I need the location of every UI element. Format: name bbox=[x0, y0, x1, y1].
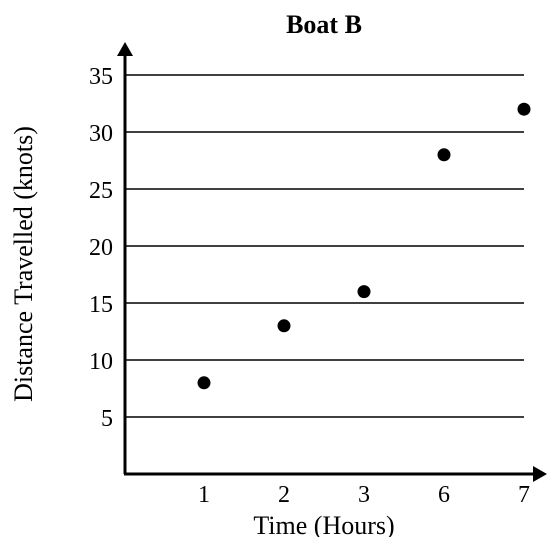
y-axis-label: Distance Travelled (knots) bbox=[9, 126, 38, 402]
data-points bbox=[197, 102, 531, 390]
y-tick-labels: 5 10 15 20 25 30 35 bbox=[89, 64, 113, 432]
x-tick-label: 3 bbox=[358, 482, 370, 508]
data-point bbox=[197, 376, 211, 390]
x-tick-label: 7 bbox=[518, 482, 530, 508]
data-point bbox=[357, 285, 371, 299]
y-tick-label: 30 bbox=[89, 121, 113, 147]
y-axis-arrow-icon bbox=[117, 42, 133, 56]
y-tick-label: 20 bbox=[89, 235, 113, 261]
y-tick-label: 35 bbox=[89, 64, 113, 90]
x-tick-label: 2 bbox=[278, 482, 290, 508]
x-tick-label: 6 bbox=[438, 482, 450, 508]
y-tick-label: 5 bbox=[101, 406, 113, 432]
x-tick-label: 1 bbox=[198, 482, 210, 508]
x-axis-label: Time (Hours) bbox=[253, 511, 394, 537]
x-axis-arrow-icon bbox=[533, 466, 547, 482]
y-tick-label: 15 bbox=[89, 292, 113, 318]
y-tick-label: 10 bbox=[89, 349, 113, 375]
gridlines bbox=[125, 74, 524, 418]
chart-title: Boat B bbox=[286, 10, 362, 39]
data-point bbox=[517, 102, 531, 116]
data-point bbox=[437, 148, 451, 162]
x-tick-labels: 1 2 3 6 7 bbox=[198, 482, 530, 508]
data-point bbox=[277, 319, 291, 333]
y-tick-label: 25 bbox=[89, 178, 113, 204]
